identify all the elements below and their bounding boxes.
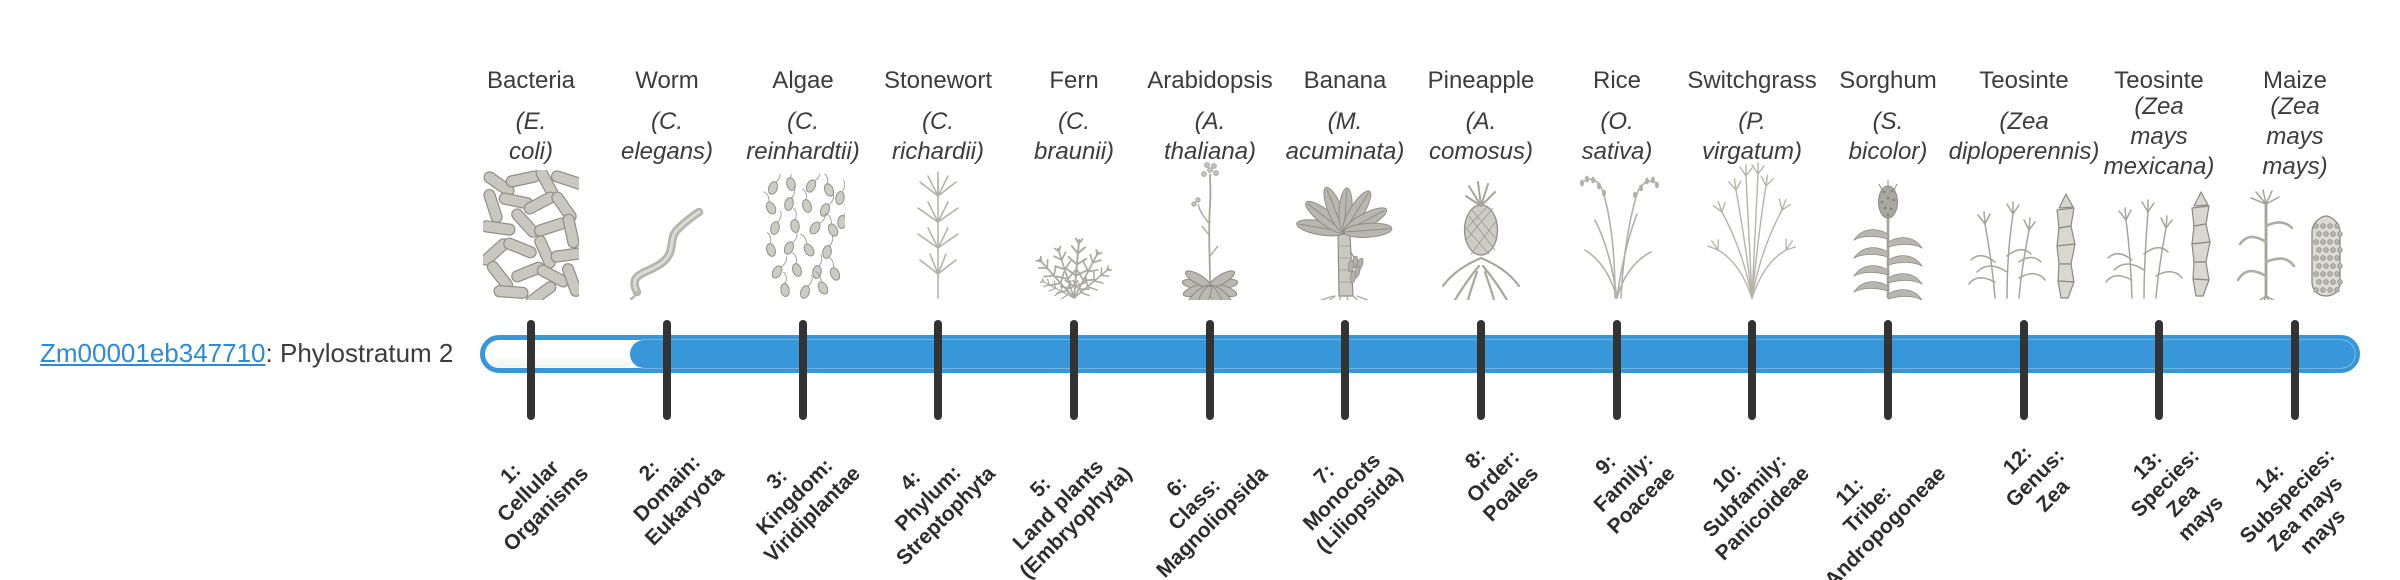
stratum-tick: [1477, 320, 1485, 420]
stratum-tick: [663, 320, 671, 420]
organism-species: (E. coli): [509, 108, 554, 165]
organism-species: (O. sativa): [1581, 108, 1653, 165]
stratum-rank-label: 13: Species: Zea mays: [2126, 444, 2228, 546]
stratum-rank-label: 7: Monocots (Liliopsida): [1298, 448, 1408, 558]
organism-name: Switchgrass: [1687, 67, 1817, 94]
organism-name: Stonewort: [883, 67, 993, 94]
bacteria-illustration: [483, 164, 579, 300]
stratum-rank-label: 5: Land plants (Embryophyta): [1008, 455, 1137, 580]
stratum-tick: [1206, 320, 1214, 420]
rice-illustration: [1571, 164, 1663, 300]
stratum-rank-label: 8: Order: Poales: [1461, 444, 1544, 527]
stratum-tick: [1884, 320, 1892, 420]
stratum-rank-label: 4: Phylum: Streptophyta: [891, 460, 1001, 570]
organism-name: Rice: [1592, 67, 1642, 94]
stratum-tick: [799, 320, 807, 420]
stratum-rank-label: 14: Subspecies: Zea mays mays: [2235, 444, 2351, 559]
stratum-rank-label: 3: Kingdom: Viridiplantae: [752, 454, 866, 568]
algae-illustration: [761, 164, 845, 300]
pineapple-illustration: [1439, 164, 1523, 300]
organism-name: Teosinte: [2114, 67, 2204, 94]
organism-name: Pineapple: [1427, 67, 1535, 94]
organism-species: (Zea mays mexicana): [2103, 93, 2215, 180]
teosinte-mexicana-illustration: [2102, 164, 2216, 300]
organism-species: (C. richardii): [891, 108, 985, 165]
stratum-rank-label: 6: Class: Magnoliopsida: [1152, 462, 1273, 580]
stratum-tick: [1748, 320, 1756, 420]
organism-species: (S. bicolor): [1848, 108, 1928, 165]
organism-name: Worm: [635, 67, 699, 94]
organism-species: (C. reinhardtii): [746, 108, 860, 165]
stratum-tick: [934, 320, 942, 420]
organism-species: (Zea diploperennis): [1948, 108, 2100, 165]
stratum-tick: [2291, 320, 2299, 420]
banana-illustration: [1289, 164, 1401, 300]
arabidopsis-illustration: [1174, 162, 1246, 300]
organism-species: (A. thaliana): [1163, 108, 1257, 165]
organism-name: Algae: [772, 67, 834, 94]
organism-name: Fern: [1049, 67, 1099, 94]
worm-illustration: [623, 164, 711, 300]
stratum-rank-label: 12: Genus: Zea: [1998, 441, 2074, 517]
organism-name: Banana: [1303, 67, 1387, 94]
maize-illustration: [2236, 164, 2354, 300]
organism-species: (C. braunii): [1033, 108, 1115, 165]
bar-filled-segment: [630, 340, 2355, 368]
fern-illustration: [1018, 164, 1130, 300]
stratum-rank-label: 1: Cellular Organisms: [493, 455, 594, 556]
stonewort-illustration: [906, 164, 970, 300]
bar-unfilled-segment: [486, 341, 636, 367]
organism-species: (P. virgatum): [1701, 108, 1803, 165]
organism-species: (A. comosus): [1428, 108, 1534, 165]
gene-label: Zm00001eb347710: Phylostratum 2: [40, 338, 453, 368]
organism-name: Teosinte: [1979, 67, 2069, 94]
teosinte-diploperennis-illustration: [1967, 164, 2081, 300]
organism-name: Maize: [2262, 67, 2328, 94]
stratum-tick: [1070, 320, 1078, 420]
sorghum-illustration: [1846, 164, 1930, 300]
stratum-tick: [527, 320, 535, 420]
organism-name: Arabidopsis: [1147, 67, 1273, 94]
organism-name: Sorghum: [1839, 67, 1937, 94]
organism-species: (M. acuminata): [1285, 108, 1405, 165]
stratum-tick: [2155, 320, 2163, 420]
phylostratum-bar: [480, 335, 2360, 373]
gene-phylostratum-text: : Phylostratum 2: [265, 338, 454, 368]
stratum-rank-label: 11: Tribe: Andropogoneae: [1820, 462, 1951, 580]
stratum-tick: [1341, 320, 1349, 420]
stratum-tick: [1613, 320, 1621, 420]
stratum-rank-label: 2: Domain: Eukaryota: [629, 450, 730, 551]
gene-link[interactable]: Zm00001eb347710: [40, 338, 266, 368]
switchgrass-illustration: [1706, 162, 1798, 300]
organism-species: (Zea mays mays): [2262, 93, 2328, 180]
organism-name: Bacteria: [486, 67, 576, 94]
organism-species: (C. elegans): [620, 108, 714, 165]
stratum-rank-label: 9: Family: Poaceae: [1589, 448, 1680, 539]
stratum-tick: [2020, 320, 2028, 420]
